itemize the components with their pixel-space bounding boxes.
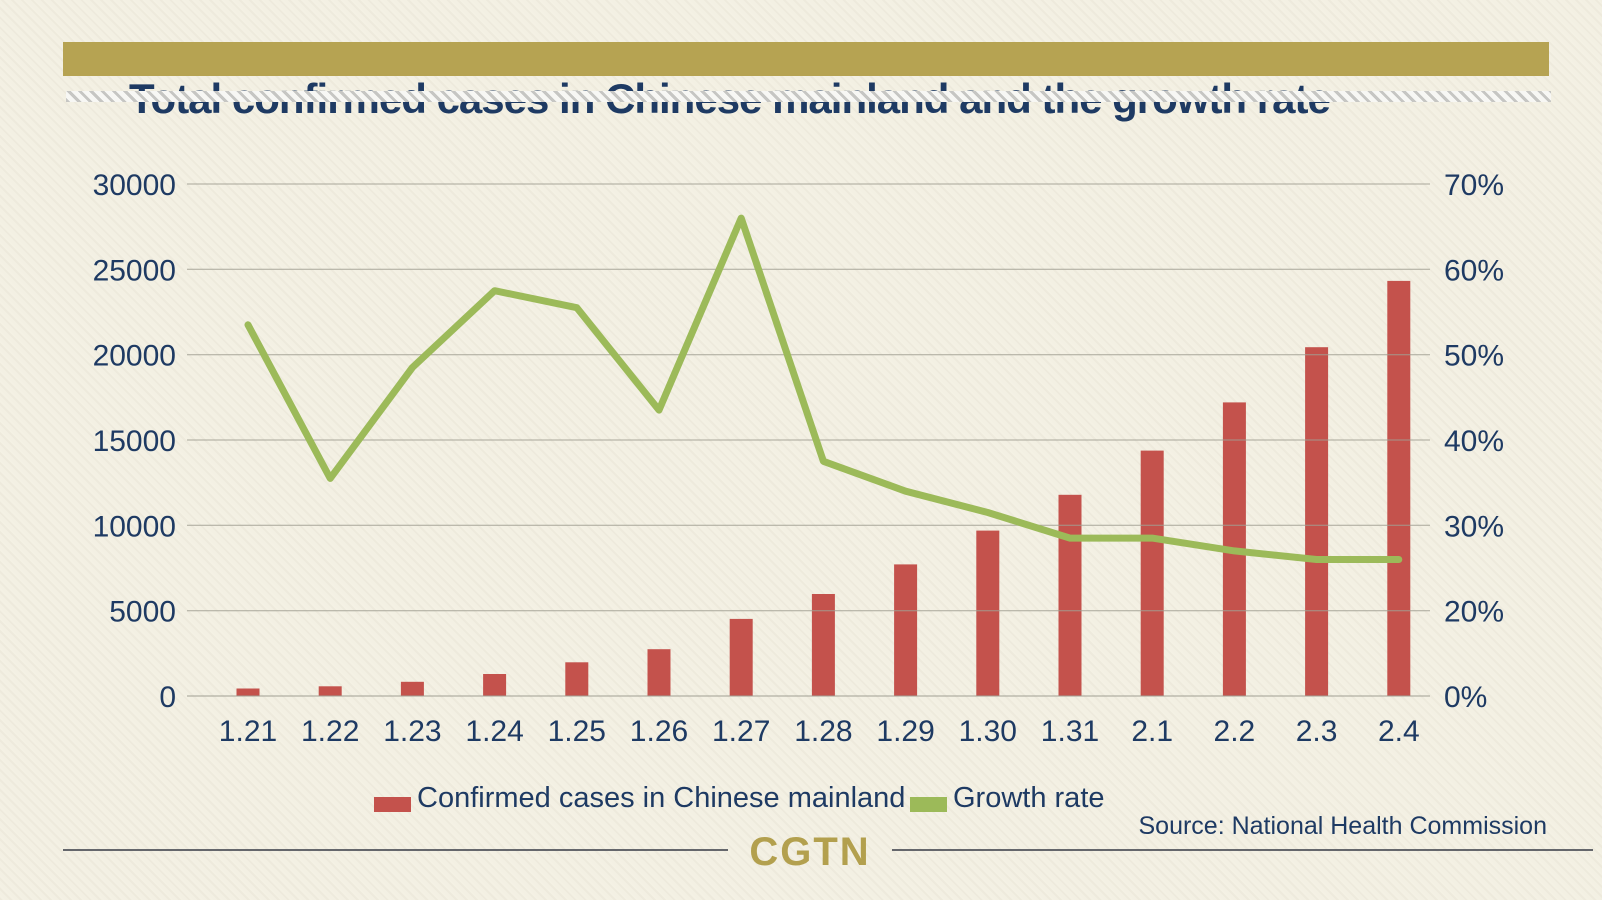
x-tick-label: 1.24 — [465, 715, 523, 748]
bar-2.4 — [1387, 280, 1411, 696]
bar-1.23 — [400, 681, 424, 696]
y-right-tick-label: 0% — [1444, 681, 1487, 714]
bar-1.27 — [729, 618, 753, 696]
bar-1.31 — [1058, 494, 1082, 696]
hatch-divider — [66, 91, 1551, 102]
y-left-tick-label: 30000 — [93, 169, 176, 202]
x-tick-label: 1.25 — [548, 715, 606, 748]
x-tick-label: 1.31 — [1041, 715, 1099, 748]
source-note: Source: National Health Commission — [1138, 812, 1547, 840]
bar-1.21 — [236, 688, 260, 696]
y-right-tick-label: 20% — [1444, 596, 1504, 629]
bar-1.24 — [483, 674, 507, 696]
x-tick-label: 1.23 — [383, 715, 441, 748]
y-right-tick-label: 60% — [1444, 254, 1504, 287]
legend-swatch-cases — [374, 797, 411, 812]
y-right-tick-label: 30% — [1444, 510, 1504, 543]
x-tick-label: 1.29 — [876, 715, 934, 748]
cgtn-logo: CGTN — [749, 830, 871, 874]
bar-1.22 — [318, 686, 342, 696]
bar-1.28 — [811, 594, 835, 696]
x-tick-label: 1.21 — [219, 715, 277, 748]
x-tick-label: 1.28 — [794, 715, 852, 748]
x-tick-label: 1.30 — [959, 715, 1017, 748]
x-tick-label: 2.3 — [1296, 715, 1338, 748]
growth-rate-line — [244, 214, 1403, 563]
bar-1.30 — [976, 530, 1000, 696]
x-tick-label: 2.4 — [1378, 715, 1420, 748]
bar-2.3 — [1305, 347, 1329, 696]
y-left-tick-label: 10000 — [93, 510, 176, 543]
x-tick-label: 2.2 — [1214, 715, 1256, 748]
y-right-tick-label: 70% — [1444, 169, 1504, 202]
x-tick-label: 1.27 — [712, 715, 770, 748]
bar-2.1 — [1140, 450, 1164, 696]
y-left-tick-label: 25000 — [93, 254, 176, 287]
bar-1.29 — [894, 564, 918, 696]
y-right-tick-label: 50% — [1444, 340, 1504, 373]
x-tick-label: 1.22 — [301, 715, 359, 748]
y-left-tick-label: 0 — [159, 681, 176, 714]
legend-label-growth: Growth rate — [953, 782, 1105, 814]
bar-1.26 — [647, 649, 671, 696]
x-tick-label: 2.1 — [1131, 715, 1173, 748]
y-left-tick-label: 20000 — [93, 340, 176, 373]
y-left-tick-label: 15000 — [93, 425, 176, 458]
footer-rule-left — [63, 849, 728, 851]
legend-label-cases: Confirmed cases in Chinese mainland — [417, 782, 906, 814]
y-right-tick-label: 40% — [1444, 425, 1504, 458]
footer-rule-right — [892, 849, 1593, 851]
bar-1.25 — [565, 662, 589, 696]
y-left-tick-label: 5000 — [109, 596, 176, 629]
legend-swatch-growth — [910, 797, 947, 812]
x-tick-label: 1.26 — [630, 715, 688, 748]
